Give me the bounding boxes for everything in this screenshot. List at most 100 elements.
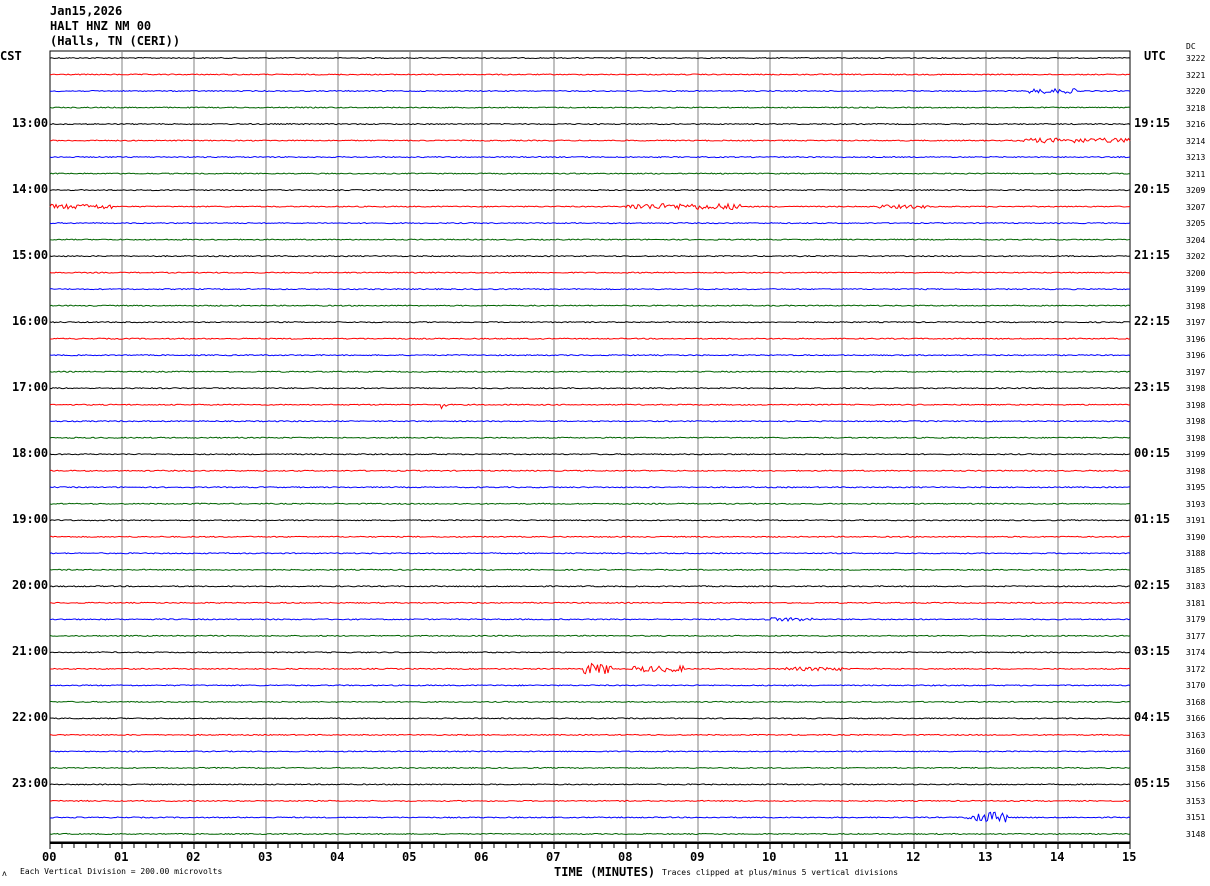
trace-line <box>49 585 1130 588</box>
trace-line <box>49 287 1131 291</box>
x-tick-label: 05 <box>402 850 417 864</box>
dc-offset-label: 3213 <box>1186 153 1206 163</box>
dc-offset-label: 3209 <box>1186 186 1206 196</box>
trace-line <box>49 436 1131 439</box>
dc-offset-label: 3196 <box>1186 351 1206 361</box>
trace-line <box>49 172 1131 175</box>
dc-offset-label: 3191 <box>1186 516 1206 526</box>
dc-offset-label: 3205 <box>1186 219 1206 229</box>
right-timezone: UTC <box>1144 49 1166 63</box>
trace-line <box>49 255 1131 258</box>
trace-line <box>49 337 1131 340</box>
trace-line <box>49 502 1131 505</box>
utc-hour-label: 20:15 <box>1134 182 1171 197</box>
trace-line <box>49 601 1131 605</box>
cst-hour-label: 16:00 <box>12 314 49 329</box>
x-tick-label: 06 <box>474 850 489 864</box>
trace-line <box>50 87 1131 95</box>
dc-offset-label: 3199 <box>1186 285 1206 295</box>
trace-line <box>49 453 1131 456</box>
trace-line <box>49 783 1131 786</box>
dc-offset-label: 3172 <box>1186 664 1206 674</box>
dc-offset-label: 3185 <box>1186 565 1206 575</box>
plot-frame <box>49 50 1131 843</box>
trace-line <box>50 700 1131 703</box>
trace-line <box>49 137 1131 144</box>
x-tick-label: 09 <box>690 850 705 864</box>
x-tick-label: 11 <box>834 850 849 864</box>
trace-line <box>49 832 1131 836</box>
dc-offset-label: 3168 <box>1186 697 1206 707</box>
trace-line <box>49 651 1131 654</box>
x-tick-label: 13 <box>978 850 993 864</box>
dc-offset-label: 3181 <box>1186 598 1206 608</box>
dc-offset-label: 3163 <box>1186 730 1206 740</box>
x-axis-label: TIME (MINUTES) <box>554 865 656 879</box>
utc-hour-label: 00:15 <box>1134 446 1171 461</box>
utc-hour-label: 04:15 <box>1134 710 1171 725</box>
trace-line <box>49 684 1131 687</box>
trace-line <box>49 320 1131 324</box>
trace-line <box>49 552 1131 555</box>
dc-offset-label: 3202 <box>1186 252 1206 262</box>
dc-offset-label: 3222 <box>1186 54 1206 63</box>
dc-offset-label: 3221 <box>1186 70 1206 80</box>
trace-line <box>49 155 1131 159</box>
utc-hour-label: 05:15 <box>1134 776 1171 791</box>
trace-line <box>49 387 1131 390</box>
trace-line <box>49 766 1131 770</box>
dc-offset-label: 3158 <box>1186 763 1206 773</box>
dc-offset-label: 3166 <box>1186 714 1206 724</box>
trace-line <box>49 73 1131 76</box>
trace-line <box>49 469 1131 472</box>
clip-note: Traces clipped at plus/minus 5 vertical … <box>662 868 899 877</box>
x-tick-label: 07 <box>546 850 561 864</box>
cst-hour-label: 21:00 <box>12 644 49 659</box>
scale-note: Each Vertical Division = 200.00 microvol… <box>20 867 223 876</box>
cst-hour-label: 20:00 <box>12 578 49 593</box>
x-tick-label: 03 <box>258 850 273 864</box>
dc-offset-label: 3198 <box>1186 301 1206 311</box>
x-tick-label: 02 <box>186 850 201 864</box>
dc-offset-label: 3174 <box>1186 648 1206 658</box>
dc-offset-label: 3198 <box>1186 400 1206 410</box>
dc-offset-label: 3199 <box>1186 450 1206 460</box>
utc-hour-label: 22:15 <box>1134 314 1171 329</box>
cst-hour-label: 14:00 <box>12 182 49 197</box>
trace-line <box>49 733 1131 737</box>
trace-line <box>49 750 1131 753</box>
dc-offset-label: 3211 <box>1186 169 1206 179</box>
dc-offset-label: 3179 <box>1186 615 1206 625</box>
dc-offset-label: 3177 <box>1186 631 1206 641</box>
trace-line <box>49 271 1131 274</box>
trace-line <box>49 717 1131 720</box>
dc-offset-label: 3183 <box>1186 582 1206 592</box>
dc-offset-label: 3204 <box>1186 235 1206 245</box>
trace-line <box>49 106 1131 109</box>
trace-line <box>49 188 1131 192</box>
x-tick-label: 04 <box>330 850 345 864</box>
x-tick-label: 12 <box>906 850 921 864</box>
cst-hour-label: 22:00 <box>12 710 49 725</box>
left-timezone: CST <box>0 49 22 63</box>
dc-offset-label: 3207 <box>1186 202 1206 212</box>
dc-offset-label: 3200 <box>1186 268 1206 278</box>
dc-offset-label: 3197 <box>1186 367 1206 377</box>
x-tick-label: 15 <box>1122 850 1137 864</box>
dc-offset-label: 3196 <box>1186 334 1206 344</box>
cst-hour-label: 15:00 <box>12 248 49 263</box>
dc-offset-label: 3198 <box>1186 384 1206 394</box>
utc-hour-label: 03:15 <box>1134 644 1171 659</box>
trace-line <box>49 304 1131 307</box>
date-label: Jan15,2026 <box>50 4 123 18</box>
dc-header: DC <box>1186 42 1196 51</box>
x-tick-label: 01 <box>114 850 129 864</box>
trace-line <box>49 403 1131 410</box>
dc-offset-label: 3151 <box>1186 813 1206 823</box>
trace-line <box>49 617 1131 623</box>
trace-line <box>49 370 1131 373</box>
trace-line <box>49 519 1131 522</box>
station-label: HALT HNZ NM 00 <box>50 19 152 33</box>
trace-line <box>49 420 1131 423</box>
